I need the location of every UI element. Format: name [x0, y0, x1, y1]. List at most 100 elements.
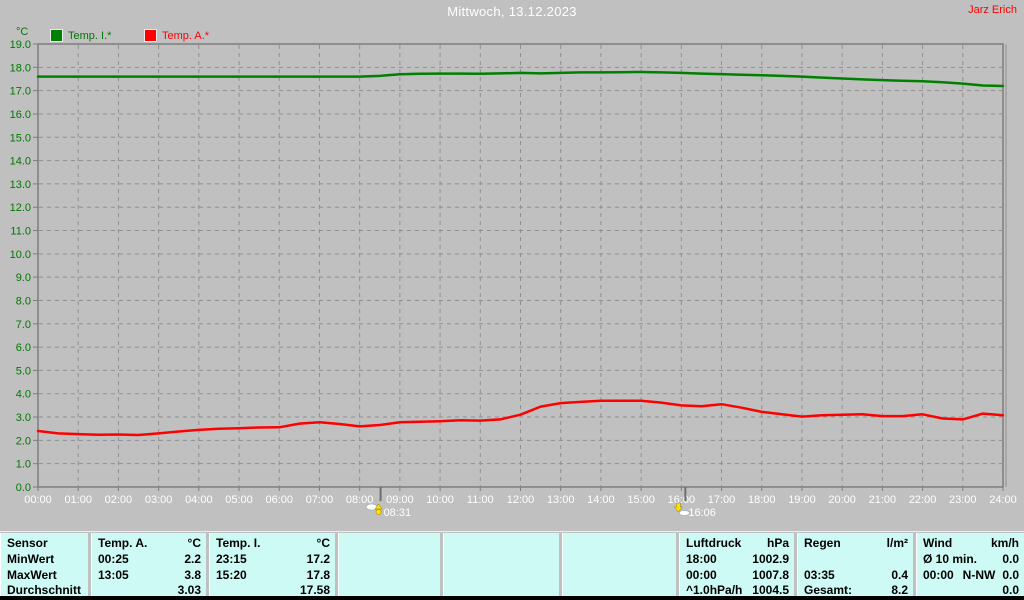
- summary-panel-temp-a: Temp. A. °C 00:25 2.2 13:05 3.8 3.03: [91, 533, 206, 597]
- legend-item-temp-a: Temp. A.*: [144, 29, 209, 42]
- table-cell: 23:15: [216, 551, 247, 566]
- x-tick-label: 07:00: [306, 494, 334, 506]
- table-row: [798, 551, 913, 566]
- table-row: MinWert: [1, 551, 88, 566]
- table-cell: 00:00: [686, 567, 717, 582]
- x-tick-label: 22:00: [909, 494, 937, 506]
- table-header-row: Temp. A. °C: [92, 535, 206, 550]
- table-row: [444, 567, 559, 582]
- table-row: [563, 582, 676, 597]
- table-cell: 0.4: [891, 567, 908, 582]
- table-cell: MinWert: [7, 551, 55, 566]
- table-cell: 17.58: [299, 582, 330, 597]
- summary-panel-empty: [338, 533, 440, 596]
- y-tick-label: 19.0: [10, 39, 31, 51]
- table-cell: Temp. A.: [98, 535, 148, 550]
- x-tick-label: 19:00: [788, 494, 816, 506]
- table-row: [339, 567, 440, 582]
- x-axis: 00:00 01:00 02:00 03:00 04:00 05:00 06:00 07:00…: [24, 487, 1017, 506]
- author-label: Jarz Erich: [968, 4, 1017, 16]
- table-row: 00:00 1007.8: [680, 567, 794, 582]
- table-row: [444, 582, 559, 597]
- table-row: 17.58: [210, 582, 335, 597]
- table-cell: 18:00: [686, 551, 717, 566]
- x-tick-label: 23:00: [949, 494, 977, 506]
- x-tick-label: 01:00: [64, 494, 92, 506]
- table-cell: hPa: [766, 535, 789, 550]
- legend-item-temp-i: Temp. I.*: [50, 29, 111, 42]
- x-tick-label: 14:00: [587, 494, 615, 506]
- table-cell: °C: [316, 535, 330, 550]
- table-cell: 2.2: [184, 551, 201, 566]
- table-row: ^1.0hPa/h 1004.5: [680, 582, 794, 597]
- table-row: 18:00 1002.9: [680, 551, 794, 566]
- table-cell: Temp. I.: [216, 535, 261, 550]
- table-row: 00:25 2.2: [92, 551, 206, 566]
- y-tick-label: 1.0: [16, 459, 31, 471]
- y-tick-label: 0.0: [16, 482, 31, 494]
- summary-panel-luftdruck: Luftdruck hPa 18:00 1002.9 00:00 1007.8 ^1.0hP…: [679, 533, 794, 597]
- table-cell: 00:25: [98, 551, 129, 566]
- table-cell: 8.2: [891, 582, 908, 597]
- y-tick-label: 13.0: [10, 179, 31, 191]
- table-row: [339, 551, 440, 566]
- x-tick-label: 17:00: [708, 494, 736, 506]
- x-tick-label: 08:00: [346, 494, 374, 506]
- table-cell: N-NW: [962, 567, 996, 582]
- sunrise-marker: 08:31: [365, 487, 411, 519]
- table-cell: km/h: [990, 535, 1019, 550]
- table-cell: 1002.9: [752, 551, 789, 566]
- summary-panel-empty: [443, 533, 559, 596]
- table-row: 03:35 0.4: [798, 567, 913, 582]
- y-tick-label: 7.0: [16, 319, 31, 331]
- y-tick-label: 17.0: [10, 86, 31, 98]
- table-row: [563, 567, 676, 582]
- table-cell: 00:00: [923, 567, 954, 582]
- x-tick-label: 11:00: [467, 494, 494, 506]
- table-header-row: [339, 535, 440, 550]
- table-row: Gesamt: 8.2: [798, 582, 913, 597]
- temp-i-series-line: [36, 70, 1005, 88]
- x-tick-label: 12:00: [507, 494, 535, 506]
- table-cell: 0.0: [1002, 582, 1019, 597]
- sunset-icon: [673, 502, 683, 513]
- table-cell: 0.0: [1002, 567, 1019, 582]
- table-cell: 17.2: [306, 551, 330, 566]
- y-tick-label: 16.0: [10, 109, 31, 121]
- table-row: 0.0: [917, 582, 1024, 597]
- y-axis: 19.0 18.0 17.0 16.0 15.0 14.0 13.0 12.0 11.0 10.0…: [10, 39, 38, 494]
- x-tick-label: 00:00: [24, 494, 52, 506]
- table-cell: l/m²: [886, 535, 908, 550]
- legend-label-temp-a: Temp. A.*: [162, 29, 210, 42]
- x-tick-label: 18:00: [748, 494, 776, 506]
- sunset-time-label: 16:06: [688, 507, 716, 519]
- y-tick-label: 5.0: [16, 365, 31, 377]
- table-cell: 1004.5: [752, 582, 789, 597]
- summary-table: Sensor MinWert MaxWert Durchschnitt Temp. A.…: [0, 531, 1024, 597]
- table-cell: 13:05: [98, 567, 129, 582]
- y-tick-label: 14.0: [10, 156, 31, 168]
- table-cell: ^1.0hPa/h: [686, 582, 743, 597]
- table-cell: Sensor: [7, 535, 48, 550]
- summary-panel-wind: Wind km/h Ø 10 min. 0.0 00:00 N-NW 0.0 0.0: [916, 533, 1024, 597]
- y-tick-label: 3.0: [16, 412, 31, 424]
- table-row: Ø 10 min. 0.0: [917, 551, 1024, 566]
- x-tick-label: 05:00: [225, 494, 253, 506]
- table-header-row: [563, 535, 676, 550]
- y-tick-label: 9.0: [16, 272, 31, 284]
- table-cell: 3.8: [184, 567, 201, 582]
- temp-a-series-line: [36, 399, 1005, 437]
- table-header-row: Temp. I. °C: [210, 535, 335, 550]
- x-tick-label: 16:00: [668, 494, 696, 506]
- temperature-chart: 19.0 18.0 17.0 16.0 15.0 14.0 13.0 12.0 11.0 10.0…: [10, 39, 1017, 519]
- summary-panel-row-labels: Sensor MinWert MaxWert Durchschnitt: [0, 533, 88, 597]
- x-tick-label: 20:00: [828, 494, 856, 506]
- table-row: [444, 551, 559, 566]
- bottom-bar: [0, 596, 1024, 600]
- y-tick-label: 10.0: [10, 249, 31, 261]
- table-row: 13:05 3.8: [92, 567, 206, 582]
- table-cell: Ø 10 min.: [923, 551, 978, 566]
- x-tick-label: 24:00: [989, 494, 1017, 506]
- summary-panel-temp-i: Temp. I. °C 23:15 17.2 15:20 17.8 17.58: [209, 533, 335, 597]
